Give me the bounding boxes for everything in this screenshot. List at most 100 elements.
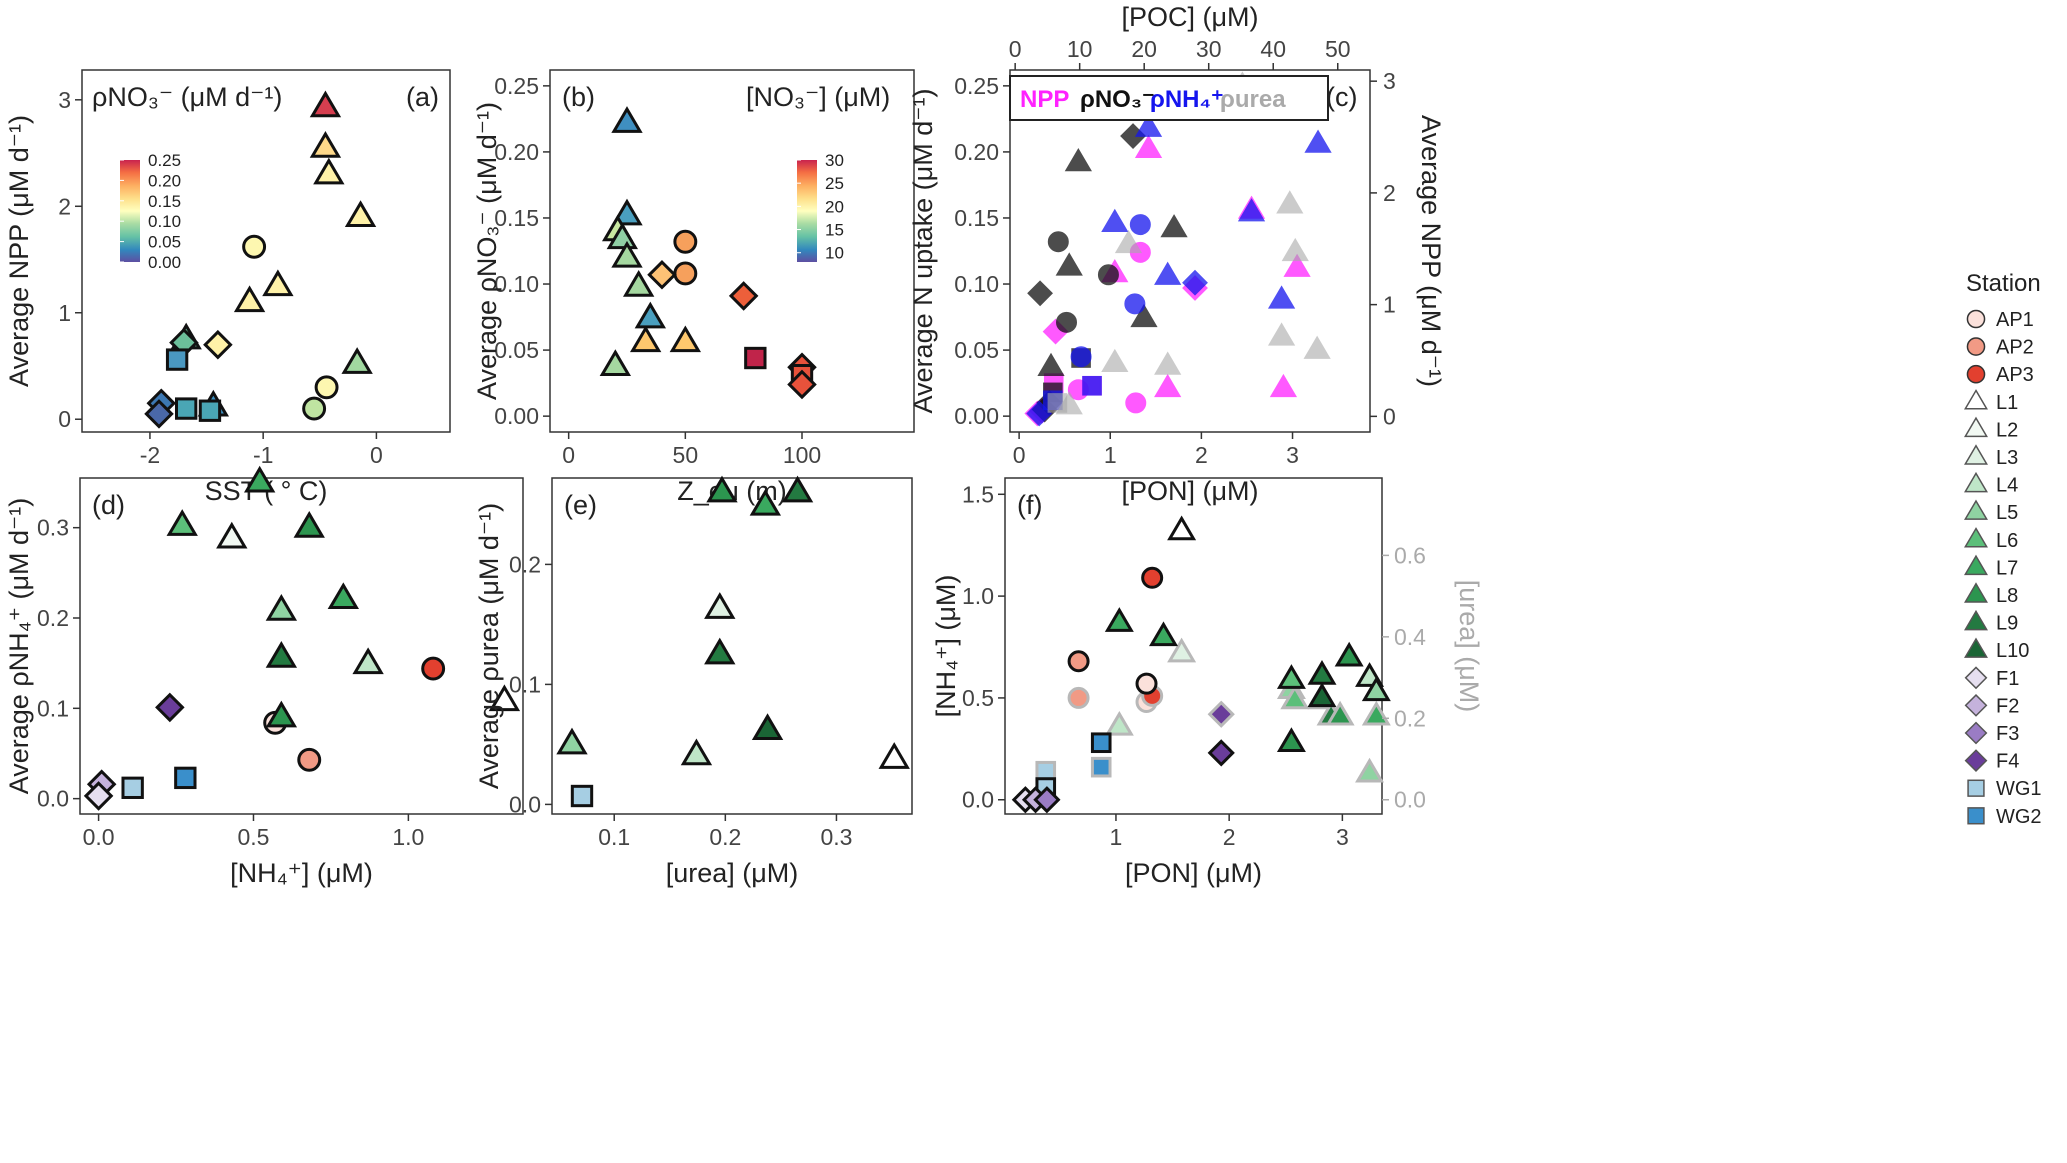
- panel-d: 0.0 0.5 1.0 0.0 0.1 0.2 0.3 [NH₄⁺] (μM) Average …: [4, 465, 524, 888]
- data-point: [265, 594, 298, 621]
- x-axis-title: [urea] (μM): [666, 858, 799, 888]
- x-tick-label: 0: [370, 442, 383, 468]
- legend-label: L1: [1996, 392, 2018, 414]
- data-point: [781, 475, 814, 503]
- y-tick-label: 0.0: [509, 791, 541, 817]
- x-tick-label: 1: [1104, 442, 1117, 468]
- y-tick-label: 0.1: [37, 695, 69, 721]
- right-y-tick-label: 0.2: [1394, 705, 1426, 731]
- data-point: [174, 397, 198, 420]
- legend-entry: WG1: [1967, 778, 2042, 800]
- data-point: [1154, 261, 1182, 285]
- data-point: [1067, 686, 1090, 709]
- data-point: [1303, 335, 1331, 359]
- station-legend: Station AP1 AP2 AP3 L1 L2 L3 L4 L5 L6 L7 L8 L9 L10 F1 F…: [1964, 270, 2042, 828]
- y-tick-label: 0.0: [37, 786, 69, 812]
- plot-frame: [1009, 69, 1371, 433]
- legend-entry: L8: [1964, 582, 2018, 607]
- colorbar-title: ρNO₃⁻ (μM d⁻¹): [92, 82, 282, 112]
- data-point: [749, 488, 782, 516]
- legend-label: L9: [1996, 613, 2018, 635]
- data-point: [265, 700, 298, 728]
- legend-label: F2: [1996, 695, 2019, 717]
- colorbar: [NO₃⁻] (μM) 10 15 20 25 30: [746, 82, 890, 263]
- data-point: [634, 301, 667, 329]
- data-point: [878, 742, 910, 769]
- y-tick-label: 1: [58, 300, 71, 326]
- panel-f: 1 2 3 0.0 0.5 1.0 1.5 [PON] (μM) [NH₄⁺] (μM) (f) 0…: [931, 477, 1484, 888]
- y-axis-title: Average N uptake (μM d⁻¹): [908, 89, 938, 414]
- x-tick-label: 0.0: [83, 824, 115, 850]
- legend-key: [1966, 337, 1986, 356]
- data-point: [327, 582, 360, 610]
- legend-key: [1964, 471, 1988, 493]
- legend-label: F1: [1996, 668, 2019, 690]
- data-point: [1160, 214, 1188, 238]
- y-tick-label: 1.5: [962, 481, 994, 507]
- data-point: [165, 348, 189, 371]
- data-point: [1090, 756, 1112, 778]
- colorbar-title: [NO₃⁻] (μM): [746, 82, 890, 112]
- data-point: [1267, 285, 1296, 309]
- data-point: [1056, 311, 1078, 333]
- data-point: [1149, 621, 1178, 647]
- legend-key: [1964, 499, 1988, 520]
- legend-key: [1964, 527, 1988, 548]
- panel-label: (e): [564, 490, 597, 520]
- x-tick-label: 50: [673, 442, 699, 468]
- data-point: [83, 781, 114, 811]
- right-y-tick-label: 0.6: [1394, 542, 1426, 568]
- colorbar-tick-label: 10: [825, 244, 844, 263]
- data-point: [1129, 214, 1151, 236]
- data-point: [243, 465, 276, 493]
- legend-key: [1964, 609, 1988, 631]
- legend-key: [1964, 693, 1988, 717]
- data-point: [1090, 732, 1112, 754]
- y-tick-label: 0.0: [962, 787, 994, 813]
- data-point: [1154, 373, 1182, 398]
- legend-label: L10: [1996, 640, 2029, 662]
- data-point: [1070, 346, 1092, 368]
- data-point: [1134, 113, 1163, 137]
- data-point: [309, 90, 342, 118]
- colorbar-tick-label: 0.10: [148, 212, 181, 231]
- data-point: [673, 261, 698, 286]
- legend-entry: F3: [1964, 721, 2019, 745]
- data-point: [1307, 660, 1337, 685]
- x-tick-label: 0.3: [820, 824, 852, 850]
- legend-key: [1964, 721, 1988, 745]
- colorbar-tick-label: 0.15: [148, 192, 181, 211]
- data-point: [728, 281, 759, 311]
- data-point: [1167, 515, 1197, 541]
- data-point: [744, 346, 767, 370]
- data-point: [297, 747, 322, 772]
- colorbar-tick-label: 0.25: [148, 151, 181, 170]
- x-tick-label: 0.2: [709, 824, 741, 850]
- data-point: [302, 396, 327, 421]
- right-y-axis-title: Average NPP (μM d⁻¹): [1416, 115, 1446, 387]
- data-point: [314, 375, 339, 400]
- x-tick-label: -2: [140, 442, 160, 468]
- x-tick-label: 2: [1223, 824, 1236, 850]
- y-tick-label: 0.25: [954, 73, 999, 99]
- data-point: [1276, 190, 1304, 214]
- legend-entry: L1: [1964, 389, 2018, 414]
- right-y-tick-label: 1: [1383, 292, 1396, 318]
- legend-entry: F1: [1964, 666, 2019, 690]
- data-point: [1141, 566, 1164, 589]
- colorbar-tick-label: 30: [825, 151, 844, 170]
- x-axis-title: [NH₄⁺] (μM): [230, 858, 373, 888]
- y-axis-title: Average ρNH₄⁺ (μM d⁻¹): [4, 498, 34, 795]
- plot-frame: [1004, 477, 1383, 815]
- legend-key: [1964, 582, 1988, 603]
- panel-label: (d): [92, 490, 125, 520]
- data-point: [1304, 129, 1332, 153]
- data-point: [421, 656, 446, 681]
- x-tick-label: 3: [1286, 442, 1299, 468]
- data-point: [1355, 757, 1385, 783]
- colorbar-tick-label: 0.00: [148, 253, 181, 272]
- data-point: [216, 521, 248, 549]
- y-tick-label: 0.00: [954, 403, 999, 429]
- legend-label: L6: [1996, 530, 2018, 552]
